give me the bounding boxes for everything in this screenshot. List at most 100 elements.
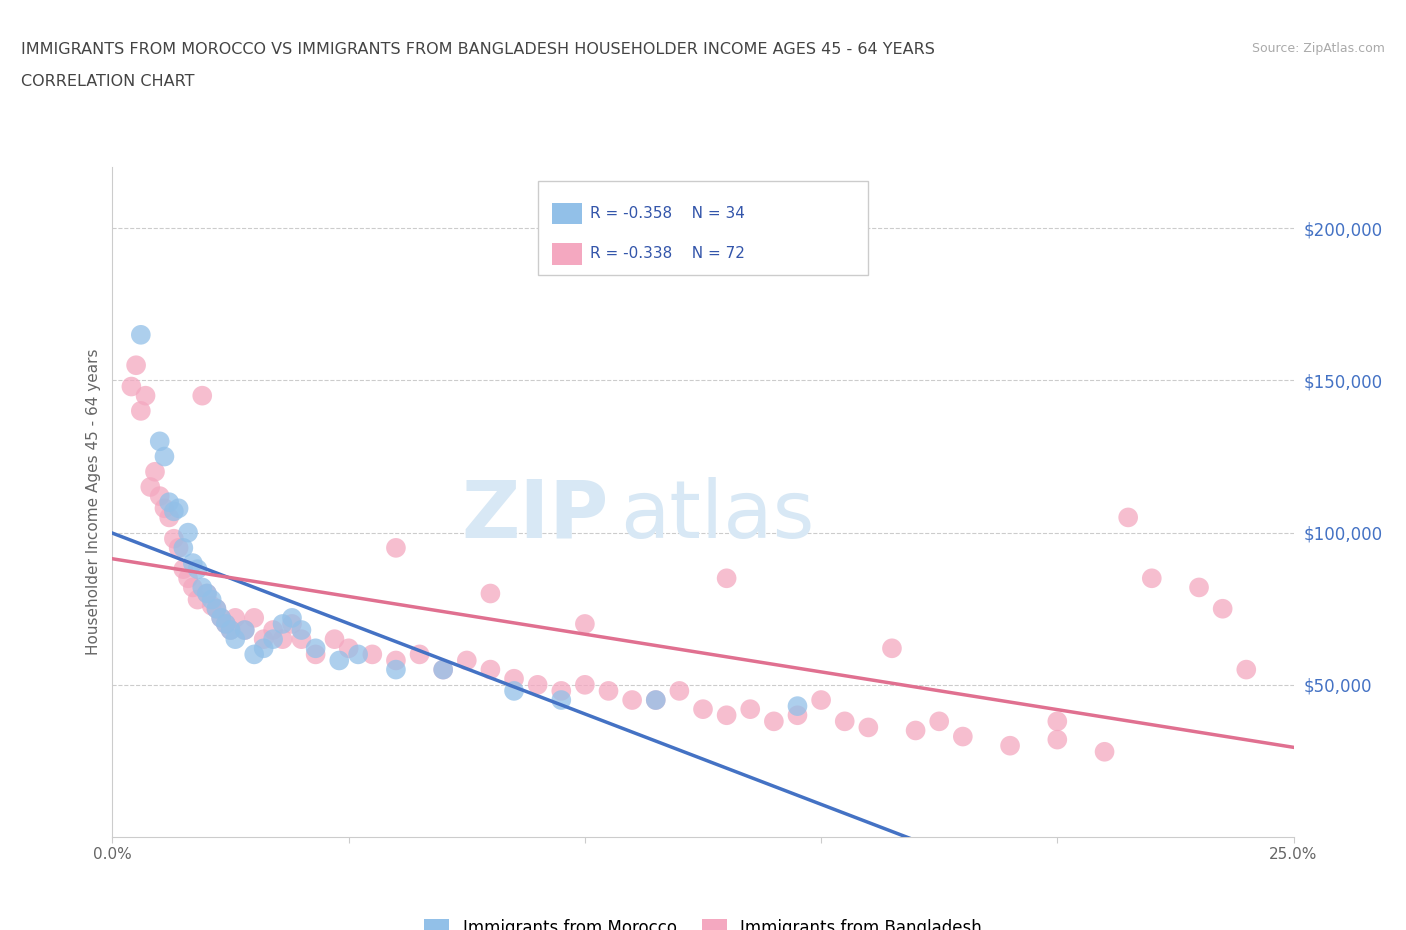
Point [550, 684, 572, 698]
Point [1046, 714, 1069, 729]
Point [262, 631, 284, 646]
Point [195, 586, 218, 601]
Point [1212, 602, 1234, 617]
Point [195, 586, 218, 601]
Point [432, 662, 454, 677]
Point [574, 617, 596, 631]
Point [834, 714, 856, 729]
Point [209, 610, 232, 625]
Point [762, 714, 785, 729]
Point [644, 693, 666, 708]
Point [644, 693, 666, 708]
Point [167, 501, 190, 516]
Text: R = -0.358    N = 34: R = -0.358 N = 34 [589, 206, 745, 221]
Point [621, 693, 644, 708]
Point [952, 729, 974, 744]
Point [243, 647, 266, 662]
Point [786, 708, 808, 723]
Text: ZIP: ZIP [461, 476, 609, 554]
Point [1140, 571, 1163, 586]
Point [177, 571, 200, 586]
Point [262, 622, 284, 637]
Point [290, 622, 312, 637]
Point [201, 598, 224, 613]
Text: IMMIGRANTS FROM MOROCCO VS IMMIGRANTS FROM BANGLADESH HOUSEHOLDER INCOME AGES 45: IMMIGRANTS FROM MOROCCO VS IMMIGRANTS FR… [21, 42, 935, 57]
Point [153, 501, 176, 516]
Point [167, 540, 190, 555]
Point [120, 379, 142, 394]
Point [716, 571, 738, 586]
Point [385, 653, 408, 668]
Point [1234, 662, 1257, 677]
Point [456, 653, 478, 668]
Point [904, 723, 927, 737]
Point [928, 714, 950, 729]
Point [181, 580, 204, 595]
Point [219, 622, 242, 637]
Point [385, 662, 408, 677]
Point [149, 434, 172, 449]
Point [432, 662, 454, 677]
Point [215, 617, 238, 631]
Point [177, 525, 200, 540]
Point [243, 610, 266, 625]
Point [139, 480, 162, 495]
Point [304, 647, 326, 662]
Bar [537, 180, 869, 274]
Point [304, 641, 326, 656]
Point [224, 631, 246, 646]
Point [271, 617, 294, 631]
Point [1046, 732, 1069, 747]
Point [281, 617, 304, 631]
Point [361, 647, 384, 662]
Text: R = -0.338    N = 72: R = -0.338 N = 72 [589, 246, 745, 261]
Point [271, 631, 294, 646]
Point [574, 677, 596, 692]
Point [550, 693, 572, 708]
Point [143, 464, 166, 479]
Point [328, 653, 350, 668]
Point [692, 702, 714, 717]
Point [157, 495, 180, 510]
Point [786, 698, 808, 713]
Point [224, 610, 246, 625]
Point [716, 708, 738, 723]
Point [598, 684, 620, 698]
Text: CORRELATION CHART: CORRELATION CHART [21, 74, 194, 89]
Bar [551, 203, 582, 224]
Point [205, 602, 228, 617]
Point [157, 510, 180, 525]
Point [385, 540, 408, 555]
Point [129, 327, 152, 342]
Point [205, 602, 228, 617]
Point [1094, 744, 1116, 759]
Point [526, 677, 548, 692]
Point [337, 641, 360, 656]
Point [191, 388, 214, 403]
Point [163, 504, 186, 519]
Point [880, 641, 903, 656]
Point [209, 610, 232, 625]
Point [740, 702, 762, 717]
Point [479, 662, 502, 677]
Point [281, 610, 304, 625]
Point [233, 622, 256, 637]
Point [163, 531, 186, 546]
Point [201, 592, 224, 607]
Point [347, 647, 370, 662]
Point [290, 631, 312, 646]
Point [172, 540, 194, 555]
Point [1188, 580, 1211, 595]
Point [135, 388, 157, 403]
Point [668, 684, 690, 698]
Text: Source: ZipAtlas.com: Source: ZipAtlas.com [1251, 42, 1385, 55]
Point [408, 647, 430, 662]
Point [323, 631, 346, 646]
Point [186, 562, 208, 577]
Legend: Immigrants from Morocco, Immigrants from Bangladesh: Immigrants from Morocco, Immigrants from… [418, 912, 988, 930]
Text: atlas: atlas [620, 476, 814, 554]
Point [172, 562, 194, 577]
Point [858, 720, 880, 735]
Bar [551, 244, 582, 265]
Point [186, 592, 208, 607]
